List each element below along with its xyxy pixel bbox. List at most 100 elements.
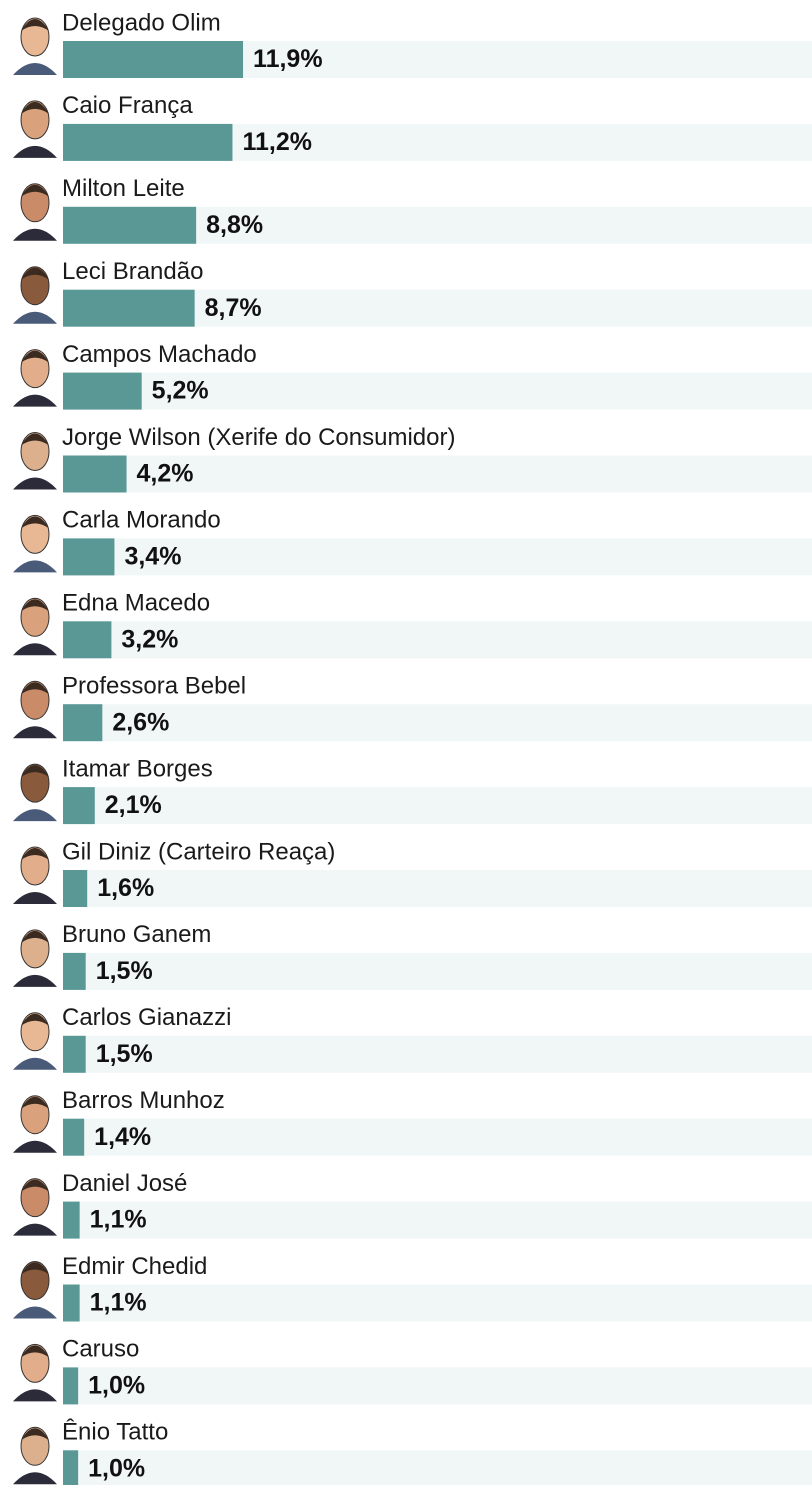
portrait [13, 764, 57, 821]
candidate-name: Campos Machado [62, 341, 257, 368]
candidate-name: Professora Bebel [62, 673, 246, 700]
portrait [13, 433, 57, 490]
row-background [63, 1367, 812, 1404]
candidate-name: Daniel José [62, 1170, 187, 1197]
portrait-body [13, 146, 57, 158]
candidate-name: Barros Munhoz [62, 1087, 225, 1114]
bar [63, 1202, 80, 1239]
row-background [63, 1119, 812, 1156]
candidate-name: Bruno Ganem [62, 921, 211, 948]
portrait-body [13, 312, 57, 324]
portrait [13, 184, 57, 241]
bar [63, 787, 95, 824]
row-background [63, 1450, 812, 1485]
portrait [13, 350, 57, 407]
bar [63, 1450, 78, 1485]
bar [63, 704, 102, 741]
bar [63, 373, 142, 410]
value-label: 1,0% [88, 1372, 145, 1400]
row-background [63, 787, 812, 824]
portrait-body [13, 1472, 57, 1484]
value-label: 1,0% [88, 1454, 145, 1482]
row-background [63, 704, 812, 741]
row-background [63, 1036, 812, 1073]
portrait-body [13, 1389, 57, 1401]
row-background [63, 953, 812, 990]
value-label: 4,2% [137, 460, 194, 488]
bar [63, 1036, 86, 1073]
portrait [13, 847, 57, 904]
bar [63, 621, 111, 658]
candidate-name: Carlos Gianazzi [62, 1004, 231, 1031]
value-label: 8,7% [205, 294, 262, 322]
portrait-body [13, 809, 57, 821]
candidate-name: Caruso [62, 1336, 139, 1363]
portrait-body [13, 229, 57, 241]
candidate-name: Leci Brandão [62, 258, 203, 285]
value-label: 11,2% [242, 128, 312, 156]
value-label: 3,2% [121, 625, 178, 653]
candidate-name: Edmir Chedid [62, 1253, 207, 1280]
portrait [13, 101, 57, 158]
value-label: 2,6% [112, 708, 169, 736]
portrait [13, 1262, 57, 1319]
bar [63, 124, 232, 161]
row-background [63, 870, 812, 907]
candidate-name: Ênio Tatto [62, 1419, 168, 1446]
candidate-name: Delegado Olim [62, 9, 221, 36]
portrait-body [13, 1224, 57, 1236]
value-label: 1,6% [97, 874, 154, 902]
portrait-body [13, 975, 57, 987]
value-label: 1,5% [96, 957, 153, 985]
portrait [13, 1096, 57, 1153]
value-label: 2,1% [105, 791, 162, 819]
portrait [13, 930, 57, 987]
portrait [13, 681, 57, 738]
candidate-name: Edna Macedo [62, 590, 210, 617]
value-label: 8,8% [206, 211, 263, 239]
bar [63, 953, 86, 990]
portrait-body [13, 1307, 57, 1319]
portrait-body [13, 892, 57, 904]
bar [63, 207, 196, 244]
bar [63, 870, 87, 907]
bar [63, 1285, 80, 1322]
portrait-body [13, 726, 57, 738]
portrait-body [13, 643, 57, 655]
value-label: 1,1% [90, 1289, 147, 1317]
value-label: 3,4% [124, 543, 181, 571]
value-label: 5,2% [152, 377, 209, 405]
value-label: 11,9% [253, 45, 323, 73]
portrait [13, 18, 57, 75]
candidate-name: Caio França [62, 92, 193, 119]
bar [63, 290, 195, 327]
portrait [13, 1179, 57, 1236]
chart: Delegado Olim 11,9% Caio França 11,2% Milton… [0, 0, 812, 1485]
portrait-body [13, 63, 57, 75]
portrait [13, 515, 57, 572]
bar [63, 456, 127, 493]
portrait-body [13, 1058, 57, 1070]
bar [63, 538, 114, 575]
bar [63, 1367, 78, 1404]
candidate-name: Carla Morando [62, 507, 221, 534]
portrait-body [13, 560, 57, 572]
value-label: 1,4% [94, 1123, 151, 1151]
candidate-name: Itamar Borges [62, 755, 213, 782]
portrait [13, 1013, 57, 1070]
value-label: 1,5% [96, 1040, 153, 1068]
portrait-body [13, 1141, 57, 1153]
bar [63, 41, 243, 78]
row-background [63, 1285, 812, 1322]
candidate-name: Gil Diniz (Carteiro Reaça) [62, 838, 335, 865]
row-background [63, 1202, 812, 1239]
portrait [13, 1344, 57, 1401]
value-label: 1,1% [90, 1206, 147, 1234]
portrait-body [13, 478, 57, 490]
bar [63, 1119, 84, 1156]
portrait [13, 267, 57, 324]
candidate-name: Jorge Wilson (Xerife do Consumidor) [62, 424, 455, 451]
portrait [13, 1427, 57, 1484]
portrait-body [13, 395, 57, 407]
candidate-name: Milton Leite [62, 175, 185, 202]
